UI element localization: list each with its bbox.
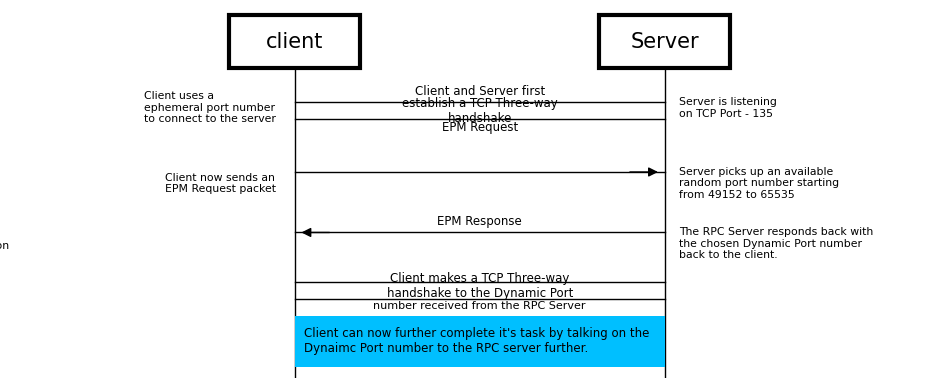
Text: Client now sends an
EPM Request packet: Client now sends an EPM Request packet xyxy=(165,172,276,194)
Text: Upon receiving a successful EPM Response
the client initiates further communicat: Upon receiving a successful EPM Response… xyxy=(0,229,9,274)
Text: Server: Server xyxy=(630,32,699,51)
Text: Server picks up an available
random port number starting
from 49152 to 65535: Server picks up an available random port… xyxy=(679,167,839,200)
Text: The RPC Server responds back with
the chosen Dynamic Port number
back to the cli: The RPC Server responds back with the ch… xyxy=(679,227,873,260)
Text: Client and Server first: Client and Server first xyxy=(415,85,545,98)
FancyBboxPatch shape xyxy=(295,316,665,367)
Text: EPM Request: EPM Request xyxy=(442,121,518,134)
Text: Server is listening
on TCP Port - 135: Server is listening on TCP Port - 135 xyxy=(679,97,777,119)
FancyBboxPatch shape xyxy=(229,15,360,68)
Text: Client makes a TCP Three-way
handshake to the Dynamic Port: Client makes a TCP Three-way handshake t… xyxy=(387,272,573,301)
Text: establish a TCP Three-way
handshake: establish a TCP Three-way handshake xyxy=(402,96,558,125)
Text: number received from the RPC Server: number received from the RPC Server xyxy=(373,301,586,310)
Text: Client can now further complete it's task by talking on the
Dynaimc Port number : Client can now further complete it's tas… xyxy=(304,327,650,355)
Text: client: client xyxy=(266,32,324,51)
Text: EPM Response: EPM Response xyxy=(437,215,522,228)
Text: Client uses a
ephemeral port number
to connect to the server: Client uses a ephemeral port number to c… xyxy=(144,91,276,124)
FancyBboxPatch shape xyxy=(599,15,730,68)
